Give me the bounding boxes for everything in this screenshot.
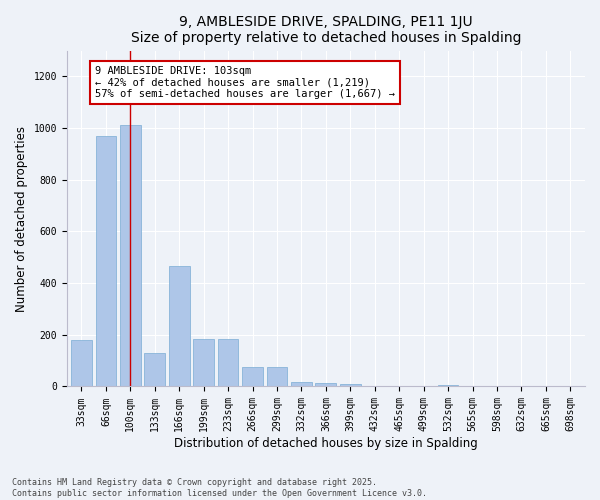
Title: 9, AMBLESIDE DRIVE, SPALDING, PE11 1JU
Size of property relative to detached hou: 9, AMBLESIDE DRIVE, SPALDING, PE11 1JU S… [131, 15, 521, 45]
Bar [438, 385, 458, 386]
Bar [242, 367, 263, 386]
Y-axis label: Number of detached properties: Number of detached properties [15, 126, 28, 312]
Text: 9 AMBLESIDE DRIVE: 103sqm
← 42% of detached houses are smaller (1,219)
57% of se: 9 AMBLESIDE DRIVE: 103sqm ← 42% of detac… [95, 66, 395, 99]
Bar [120, 126, 141, 386]
Bar [291, 382, 312, 386]
Bar [193, 338, 214, 386]
Bar [266, 367, 287, 386]
Bar [95, 136, 116, 386]
Text: Contains HM Land Registry data © Crown copyright and database right 2025.
Contai: Contains HM Land Registry data © Crown c… [12, 478, 427, 498]
Bar [169, 266, 190, 386]
Bar [218, 338, 238, 386]
Bar [316, 383, 336, 386]
Bar [71, 340, 92, 386]
Bar [340, 384, 361, 386]
Bar [145, 353, 165, 386]
X-axis label: Distribution of detached houses by size in Spalding: Distribution of detached houses by size … [174, 437, 478, 450]
